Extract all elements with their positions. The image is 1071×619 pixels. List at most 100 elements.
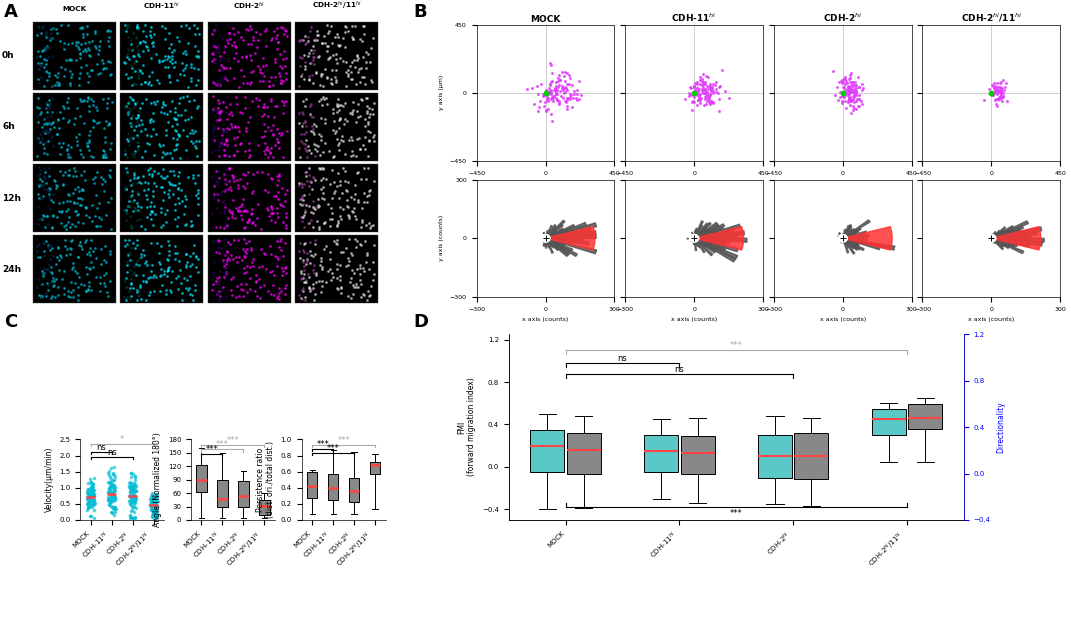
Point bbox=[80, 45, 97, 55]
Y-axis label: Angle (Normalized 180°): Angle (Normalized 180°) bbox=[153, 433, 162, 527]
Polygon shape bbox=[545, 238, 554, 253]
Point bbox=[40, 241, 57, 251]
Point bbox=[332, 211, 349, 221]
Point bbox=[102, 487, 119, 496]
Point bbox=[329, 219, 346, 228]
Point bbox=[160, 266, 177, 275]
Point bbox=[319, 41, 336, 51]
Point bbox=[101, 484, 118, 494]
Point bbox=[836, 79, 854, 89]
Polygon shape bbox=[694, 238, 736, 262]
Point bbox=[148, 500, 165, 509]
Point bbox=[329, 283, 346, 293]
Point bbox=[150, 168, 167, 178]
Point bbox=[687, 85, 704, 95]
Polygon shape bbox=[842, 235, 843, 238]
Point bbox=[71, 68, 88, 78]
Point bbox=[50, 206, 67, 215]
Point bbox=[136, 77, 153, 87]
Point bbox=[206, 189, 223, 199]
Point bbox=[246, 220, 263, 230]
Point bbox=[692, 89, 709, 99]
Point bbox=[213, 188, 230, 197]
Point bbox=[137, 276, 154, 286]
Point bbox=[187, 191, 205, 201]
Point bbox=[316, 93, 333, 103]
Polygon shape bbox=[691, 238, 694, 241]
Point bbox=[229, 175, 246, 185]
Polygon shape bbox=[543, 238, 545, 240]
Point bbox=[33, 292, 50, 301]
Point bbox=[847, 90, 864, 100]
Point bbox=[314, 193, 331, 203]
Point bbox=[276, 25, 293, 35]
Point bbox=[976, 95, 993, 105]
Point bbox=[76, 175, 93, 185]
Point bbox=[42, 33, 59, 43]
Point bbox=[29, 30, 46, 40]
Point bbox=[48, 72, 65, 82]
Point bbox=[205, 258, 222, 267]
Point bbox=[841, 70, 858, 80]
Point bbox=[218, 220, 236, 230]
Point bbox=[183, 290, 200, 300]
Point bbox=[559, 104, 576, 114]
Point bbox=[212, 30, 229, 40]
Point bbox=[41, 32, 58, 42]
Point bbox=[209, 167, 226, 176]
Polygon shape bbox=[545, 238, 549, 248]
Point bbox=[248, 41, 266, 51]
Point bbox=[181, 271, 198, 280]
Point bbox=[304, 172, 321, 182]
Point bbox=[101, 165, 118, 175]
Point bbox=[313, 264, 330, 274]
Point bbox=[63, 235, 80, 245]
Point bbox=[163, 40, 180, 50]
Point bbox=[293, 285, 311, 295]
Point bbox=[42, 204, 59, 214]
Point bbox=[243, 209, 260, 219]
Point bbox=[80, 501, 97, 511]
Point bbox=[70, 129, 87, 139]
Point bbox=[681, 89, 698, 98]
Point bbox=[78, 500, 95, 509]
Point bbox=[107, 493, 124, 503]
Point bbox=[300, 189, 317, 199]
Point bbox=[159, 147, 176, 157]
Point bbox=[39, 76, 56, 85]
Point bbox=[364, 257, 381, 267]
Point bbox=[349, 282, 366, 292]
PathPatch shape bbox=[795, 433, 829, 479]
Point bbox=[137, 41, 154, 51]
Point bbox=[42, 262, 59, 272]
Point bbox=[61, 80, 78, 90]
Point bbox=[685, 92, 703, 102]
Point bbox=[989, 89, 1006, 98]
Point bbox=[223, 274, 240, 284]
Point bbox=[562, 74, 579, 84]
Point bbox=[311, 51, 328, 61]
Point bbox=[356, 188, 373, 198]
Point bbox=[86, 505, 103, 515]
Point bbox=[59, 149, 76, 158]
Point bbox=[211, 110, 228, 120]
Point bbox=[991, 93, 1008, 103]
Point bbox=[89, 105, 106, 115]
Point bbox=[253, 167, 270, 177]
Text: ***: *** bbox=[337, 436, 350, 445]
Point bbox=[156, 34, 174, 44]
Point bbox=[569, 95, 586, 105]
Point bbox=[262, 215, 280, 225]
Point bbox=[188, 23, 206, 33]
Point bbox=[205, 26, 222, 36]
Point bbox=[30, 180, 47, 190]
Point bbox=[31, 109, 48, 119]
Polygon shape bbox=[545, 238, 565, 246]
Point bbox=[334, 204, 351, 214]
Point bbox=[984, 89, 1001, 99]
Point bbox=[681, 89, 698, 98]
Point bbox=[347, 234, 364, 244]
Point bbox=[345, 34, 362, 44]
Point bbox=[100, 197, 117, 207]
Point bbox=[209, 123, 226, 133]
